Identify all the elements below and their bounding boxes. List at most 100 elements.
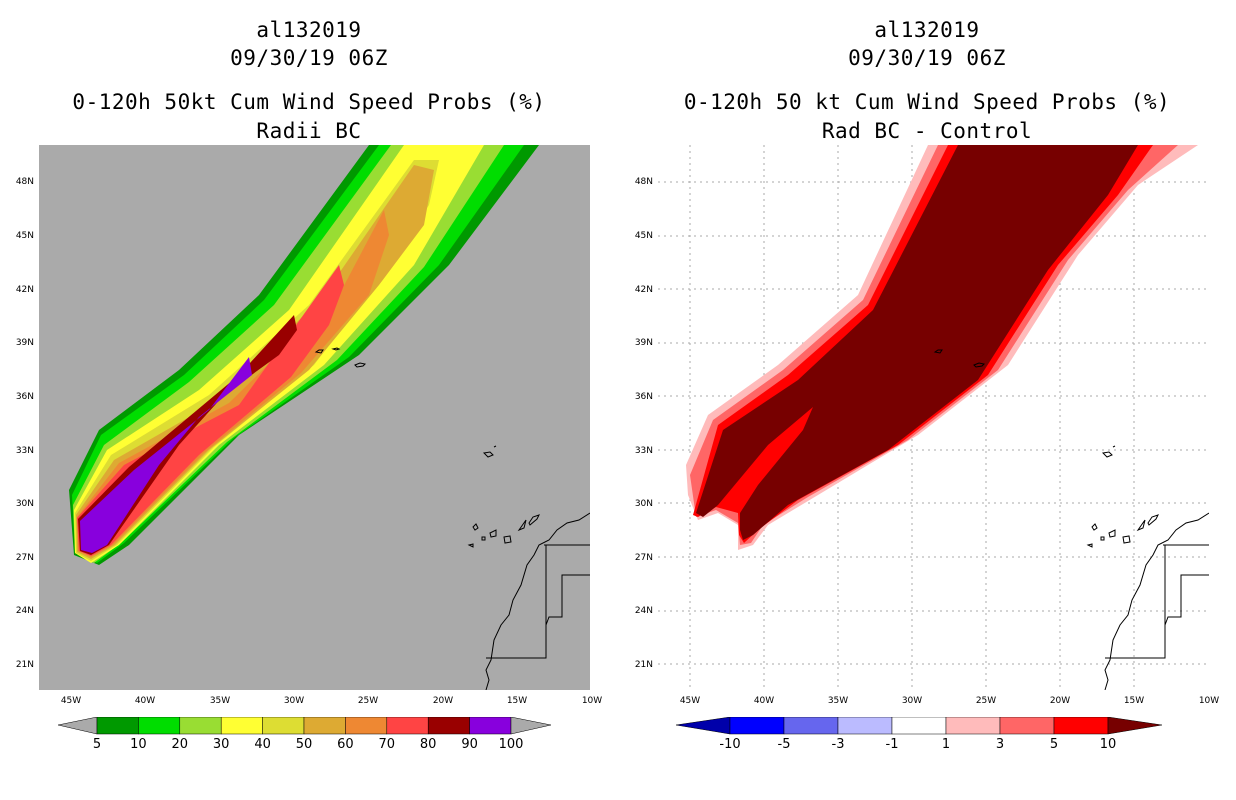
azores-outline — [933, 349, 986, 368]
colorbar-swatches — [96, 717, 512, 735]
lat-label: 27N — [15, 553, 34, 563]
probability-map-svg — [39, 145, 590, 690]
africa-coastline — [485, 512, 590, 690]
colorbar-label: 90 — [461, 737, 478, 752]
lat-label: 33N — [15, 446, 34, 456]
lat-label: 36N — [634, 392, 653, 402]
canary-islands-outline — [1086, 514, 1159, 548]
lon-label: 15W — [506, 696, 528, 706]
colorbar-swatch — [262, 717, 305, 735]
colorbar-swatch — [220, 717, 263, 735]
colorbar-swatch — [945, 717, 1001, 735]
colorbar-label: 70 — [378, 737, 396, 752]
colorbar-label: 10 — [1099, 737, 1117, 752]
colorbar-label: -10 — [719, 737, 741, 752]
lon-label: 20W — [1049, 696, 1071, 706]
colorbar-label: -1 — [885, 737, 899, 752]
lat-label: 33N — [634, 446, 653, 456]
lon-label: 30W — [283, 696, 305, 706]
lon-label: 45W — [679, 696, 701, 706]
colorbar-label: 100 — [498, 737, 524, 752]
colorbar-label: 20 — [171, 737, 189, 752]
colorbar-swatch — [138, 717, 181, 735]
colorbar-label: 60 — [337, 737, 354, 752]
lat-label: 21N — [15, 660, 34, 670]
band-90 — [80, 357, 252, 553]
colorbar-swatch — [386, 717, 429, 735]
lat-label: 21N — [634, 660, 653, 670]
diff-band-dark — [696, 145, 1138, 540]
colorbar-label: -5 — [777, 737, 791, 752]
colorbar-label: 5 — [92, 737, 102, 752]
lat-label: 42N — [634, 285, 653, 295]
lat-label: 24N — [15, 606, 34, 616]
lon-label: 35W — [827, 696, 849, 706]
probability-map — [39, 145, 590, 690]
lat-label: 36N — [15, 392, 34, 402]
madeira-outline — [482, 445, 497, 458]
right-panel: al132019 09/30/19 06Z 0-120h 50 kt Cum W… — [618, 0, 1236, 800]
canary-islands-outline — [467, 514, 540, 548]
colorbar-under-arrow — [57, 717, 98, 735]
left-panel: al132019 09/30/19 06Z 0-120h 50kt Cum Wi… — [15, 18, 603, 752]
lon-label: 30W — [901, 696, 923, 706]
colorbar-label: 80 — [419, 737, 437, 752]
colorbar-label: 3 — [995, 737, 1005, 752]
azores-outline — [314, 347, 367, 368]
colorbar-swatch — [179, 717, 222, 735]
chart-subtitle: Radii BC — [256, 119, 362, 143]
colorbar-swatch — [729, 717, 785, 735]
left-colorbar — [57, 717, 552, 735]
difference-map — [658, 145, 1209, 690]
datetime: 09/30/19 06Z — [230, 46, 388, 70]
colorbar-swatches — [675, 717, 1163, 735]
colorbar-swatch — [96, 717, 139, 735]
lat-label: 45N — [634, 231, 653, 241]
lat-label: 30N — [15, 499, 34, 509]
lat-label: 45N — [15, 231, 34, 241]
colorbar-swatch — [303, 717, 346, 735]
lon-label: 35W — [209, 696, 231, 706]
colorbar-label: 1 — [941, 737, 951, 752]
chart-title: 0-120h 50kt Cum Wind Speed Probs (%) — [72, 90, 546, 114]
lat-label: 39N — [634, 338, 653, 348]
colorbar-swatch — [837, 717, 893, 735]
colorbar-swatch — [345, 717, 388, 735]
storm-id: al132019 — [874, 18, 980, 42]
colorbar-label: 5 — [1049, 737, 1059, 752]
lon-label: 20W — [432, 696, 454, 706]
lat-label: 48N — [15, 177, 34, 187]
chart-title: 0-120h 50 kt Cum Wind Speed Probs (%) — [683, 90, 1171, 114]
lon-label: 10W — [581, 696, 603, 706]
lat-label: 39N — [15, 338, 34, 348]
lat-label: 48N — [634, 177, 653, 187]
colorbar-swatch — [427, 717, 470, 735]
colorbar-over-arrow — [510, 717, 552, 735]
colorbar-swatch — [783, 717, 839, 735]
lat-label: 42N — [15, 285, 34, 295]
lat-label: 24N — [634, 606, 653, 616]
lon-label: 45W — [60, 696, 82, 706]
colorbar-swatch — [469, 717, 512, 735]
datetime: 09/30/19 06Z — [848, 46, 1006, 70]
lon-label: 25W — [975, 696, 997, 706]
lon-label: 40W — [134, 696, 156, 706]
colorbar-label: 30 — [212, 737, 230, 752]
lat-label: 30N — [634, 499, 653, 509]
africa-coastline — [1104, 512, 1209, 690]
storm-id: al132019 — [256, 18, 362, 42]
difference-map-svg — [658, 145, 1209, 690]
lat-label: 27N — [634, 553, 653, 563]
lon-label: 15W — [1123, 696, 1145, 706]
colorbar-swatch — [891, 717, 947, 735]
lon-label: 10W — [1198, 696, 1220, 706]
madeira-outline — [1101, 445, 1116, 458]
colorbar-label: -3 — [831, 737, 845, 752]
colorbar-under-arrow — [675, 717, 731, 735]
colorbar-label: 10 — [130, 737, 147, 752]
colorbar-swatch — [1053, 717, 1109, 735]
chart-subtitle: Rad BC - Control — [821, 119, 1033, 143]
right-colorbar — [675, 717, 1163, 735]
colorbar-label: 50 — [295, 737, 313, 752]
colorbar-over-arrow — [1107, 717, 1163, 735]
